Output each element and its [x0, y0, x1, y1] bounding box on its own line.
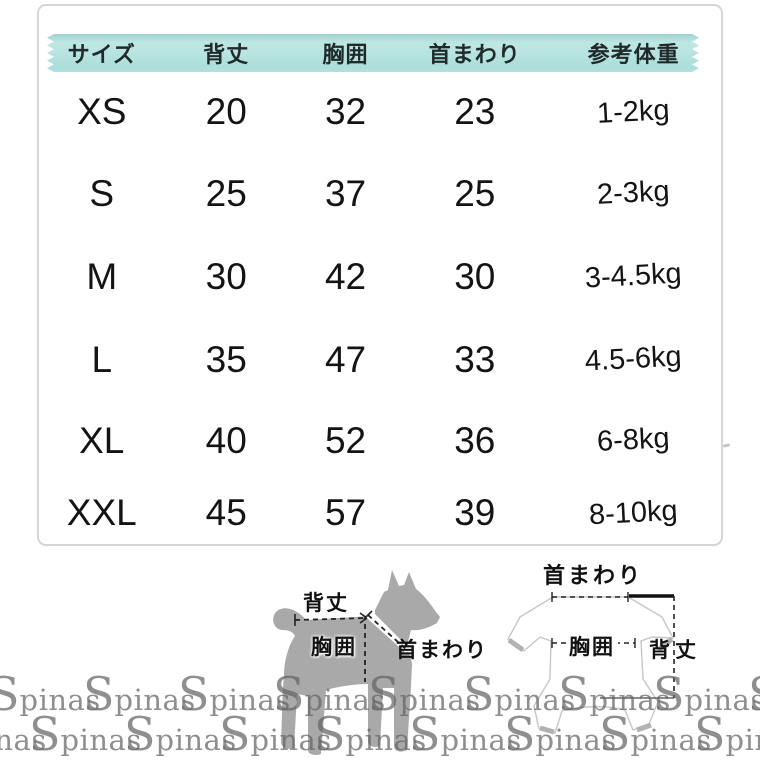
watermark-text: Spinas	[124, 707, 237, 760]
column-header-size: サイズ	[67, 42, 136, 67]
shirt-diagram-figure	[507, 592, 675, 735]
cell-back: 20	[205, 91, 247, 132]
watermark-text: Spinas	[178, 667, 291, 721]
dog-neck-line-casing	[365, 612, 411, 654]
column-header-neck: 首まわり	[428, 42, 521, 67]
shirt-neck-label: 首まわり	[543, 563, 644, 588]
watermark-text: Spinas	[29, 707, 142, 760]
dog-neck-label: 首まわり	[396, 639, 488, 662]
shirt-left-leg-cuff	[539, 725, 555, 735]
cell-size: XXL	[66, 492, 137, 533]
cell-weight: 8-10kg	[588, 494, 679, 531]
watermark-text: Spinas	[83, 667, 196, 721]
cell-chest: 32	[324, 91, 367, 132]
cell-size: L	[91, 338, 113, 380]
cell-back: 45	[205, 492, 247, 533]
shirt-back-label: 背丈	[649, 639, 701, 662]
cell-chest: 37	[324, 172, 367, 214]
shirt-right-sleeve-cuff	[656, 637, 674, 652]
watermark-text: Spinas	[0, 723, 47, 757]
cell-neck: 25	[454, 172, 496, 214]
stray-mark	[722, 443, 731, 448]
shirt-left-sleeve-cuff	[507, 637, 525, 653]
header-ribbon-tape	[47, 34, 699, 72]
cell-chest: 52	[324, 419, 367, 461]
cell-chest: 47	[324, 338, 367, 380]
column-header-weight: 参考体重	[587, 42, 680, 67]
cell-neck: 30	[454, 255, 496, 297]
cell-chest: 42	[324, 255, 367, 297]
cell-neck: 36	[454, 419, 496, 461]
cell-weight: 4.5-6kg	[584, 340, 683, 378]
cell-neck: 23	[454, 91, 496, 132]
cell-back: 30	[205, 255, 247, 297]
dog-silhouette-figure	[273, 570, 440, 755]
cell-weight: 1-2kg	[596, 93, 671, 130]
cell-neck: 39	[454, 492, 496, 533]
watermark-text: Spinas	[0, 667, 101, 721]
watermark-text: Spinas	[748, 671, 760, 728]
cell-size: XS	[77, 91, 127, 132]
shirt-chest-label: 胸囲	[566, 637, 618, 658]
dog-head-shape	[375, 570, 440, 646]
column-header-back: 背丈	[203, 42, 250, 67]
cell-back: 35	[205, 338, 247, 380]
cell-chest: 57	[324, 492, 367, 533]
cell-weight: 6-8kg	[596, 422, 671, 458]
shirt-outline	[507, 596, 675, 734]
cell-back: 40	[205, 419, 247, 461]
dog-neck-line-tick	[363, 610, 373, 620]
cell-weight: 2-3kg	[596, 175, 671, 211]
column-header-chest: 胸囲	[322, 42, 369, 67]
cell-size: S	[89, 172, 115, 214]
dog-back-label: 背丈	[303, 592, 349, 615]
cell-neck: 33	[454, 338, 496, 380]
cell-size: M	[86, 255, 118, 297]
dog-chest-label: 胸囲	[311, 636, 357, 659]
dog-body-shape	[273, 608, 412, 755]
size-table: サイズ 背丈 胸囲 首まわり 参考体重 XS 20 32 23 1-2kg S 25 37 25…	[39, 34, 721, 546]
cell-back: 25	[205, 172, 247, 214]
cell-weight: 3-4.5kg	[584, 257, 683, 295]
size-table-card: サイズ 背丈 胸囲 首まわり 参考体重 XS 20 32 23 1-2kg S 25 37 25…	[37, 4, 731, 546]
shirt-right-leg-cuff	[636, 722, 652, 733]
cell-size: XL	[79, 419, 125, 461]
dog-back-measure-line	[294, 617, 367, 621]
